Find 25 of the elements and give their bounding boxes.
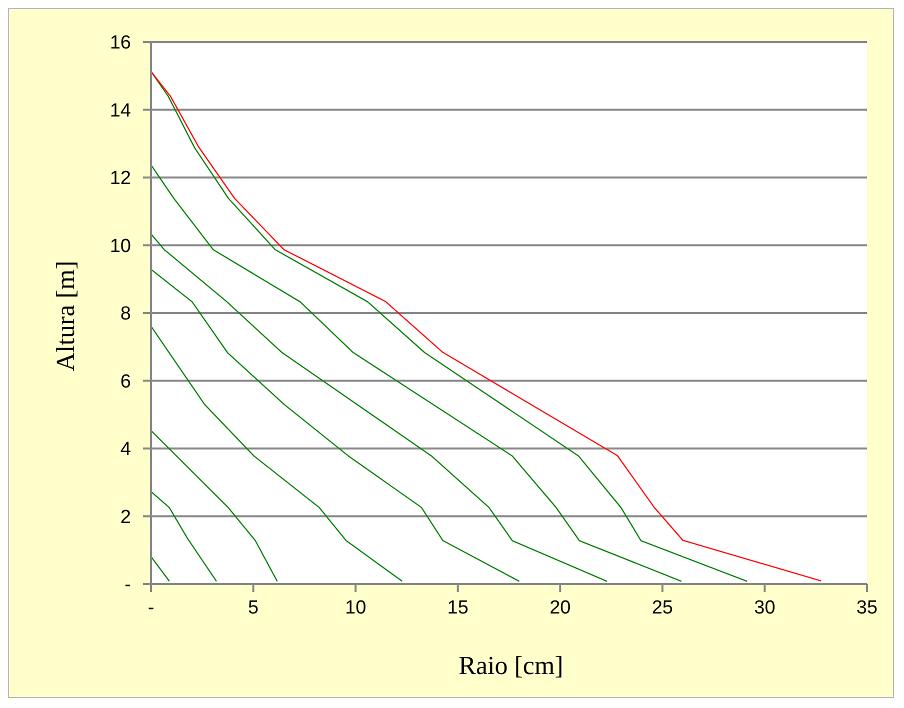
x-tick-label: - bbox=[148, 597, 154, 618]
line-series bbox=[151, 490, 218, 582]
x-tick-label: 35 bbox=[856, 597, 878, 618]
y-tick-label: 2 bbox=[120, 506, 131, 528]
x-axis-title: Raio [cm] bbox=[458, 651, 564, 681]
line-series bbox=[151, 268, 520, 582]
line-series bbox=[151, 233, 608, 582]
x-tick-label: 20 bbox=[550, 597, 571, 618]
line-series bbox=[151, 430, 278, 582]
line-series bbox=[151, 326, 403, 582]
y-tick-label: 8 bbox=[120, 304, 131, 325]
y-axis-title: Altura [m] bbox=[51, 260, 81, 372]
y-tick-label: - bbox=[124, 574, 131, 596]
y-tick-label: 6 bbox=[120, 371, 131, 392]
y-tick-label: 10 bbox=[110, 236, 131, 257]
x-tick-label: 5 bbox=[248, 597, 259, 618]
x-tick-label: 30 bbox=[754, 597, 776, 618]
x-tick-label: 10 bbox=[345, 597, 366, 618]
y-tick-label: 4 bbox=[120, 439, 132, 460]
y-tick-label: 16 bbox=[110, 32, 131, 54]
y-tick-label: 14 bbox=[110, 100, 132, 122]
line-series bbox=[151, 164, 682, 582]
x-tick-label: 25 bbox=[652, 597, 673, 618]
y-tick-label: 12 bbox=[110, 168, 131, 190]
x-tick-label: 15 bbox=[447, 597, 468, 618]
